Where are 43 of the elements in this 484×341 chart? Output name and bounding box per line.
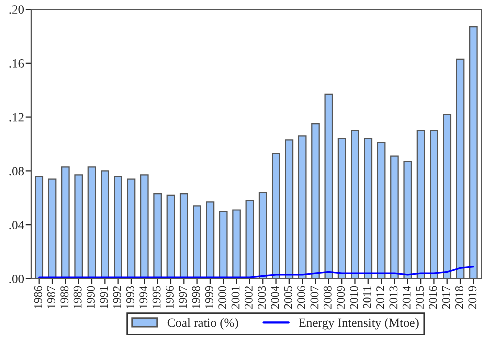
- line-series: [38, 266, 475, 278]
- x-tick-label: 1993: [126, 286, 134, 308]
- x-tick-label: 2000: [218, 286, 227, 309]
- x-tick-label: 1994: [140, 286, 148, 308]
- legend-label: Energy Intensity (Mtoe): [299, 318, 419, 330]
- x-tick-label: 1998: [192, 286, 200, 308]
- x-tick-label: 2008: [324, 286, 332, 309]
- x-tick-label: 1990: [86, 286, 95, 308]
- x-tick-label: 2001: [232, 286, 240, 309]
- x-tick-label: 1997: [179, 286, 188, 308]
- x-tick-label: 2015: [416, 286, 424, 309]
- x-tick-label: 1996: [166, 286, 174, 308]
- y-tick-label: .20: [10, 6, 24, 14]
- x-tick-label: 2014: [402, 286, 411, 309]
- x-tick-label: 2006: [298, 286, 306, 309]
- x-tick-label: 1992: [113, 286, 122, 308]
- y-tick-label: .00: [10, 274, 24, 284]
- x-tick-label: 2011: [363, 286, 372, 309]
- x-tick-label: 2004: [271, 286, 280, 309]
- x-tick-label: 1999: [205, 286, 214, 308]
- x-tick-label: 2007: [310, 286, 319, 309]
- x-tick-label: 1986: [34, 286, 42, 308]
- y-tick-label: .08: [10, 167, 24, 176]
- x-tick-label: 2010: [350, 286, 358, 309]
- x-tick-label: 2017: [442, 286, 450, 309]
- legend-label: Coal ratio (%): [168, 318, 238, 330]
- x-tick-label: 1988: [60, 286, 69, 308]
- x-tick-label: 1991: [100, 286, 108, 308]
- y-tick-label: .16: [10, 59, 24, 68]
- x-tick-label: 2013: [390, 286, 398, 309]
- x-tick-label: 1987: [48, 286, 56, 308]
- x-tick-label: 2012: [376, 286, 385, 309]
- x-tick-label: 2003: [258, 286, 266, 309]
- y-tick-label: .12: [10, 113, 24, 122]
- x-tick-label: 2005: [284, 286, 292, 309]
- x-tick-label: 2018: [456, 286, 464, 309]
- x-tick-label: 2016: [429, 286, 438, 309]
- x-tick-label: 2019: [468, 286, 477, 309]
- x-tick-label: 2009: [337, 286, 346, 309]
- x-tick-label: 1989: [74, 286, 82, 308]
- x-tick-label: 2002: [244, 286, 253, 309]
- y-tick-label: .04: [10, 221, 24, 230]
- x-tick-label: 1995: [152, 286, 161, 308]
